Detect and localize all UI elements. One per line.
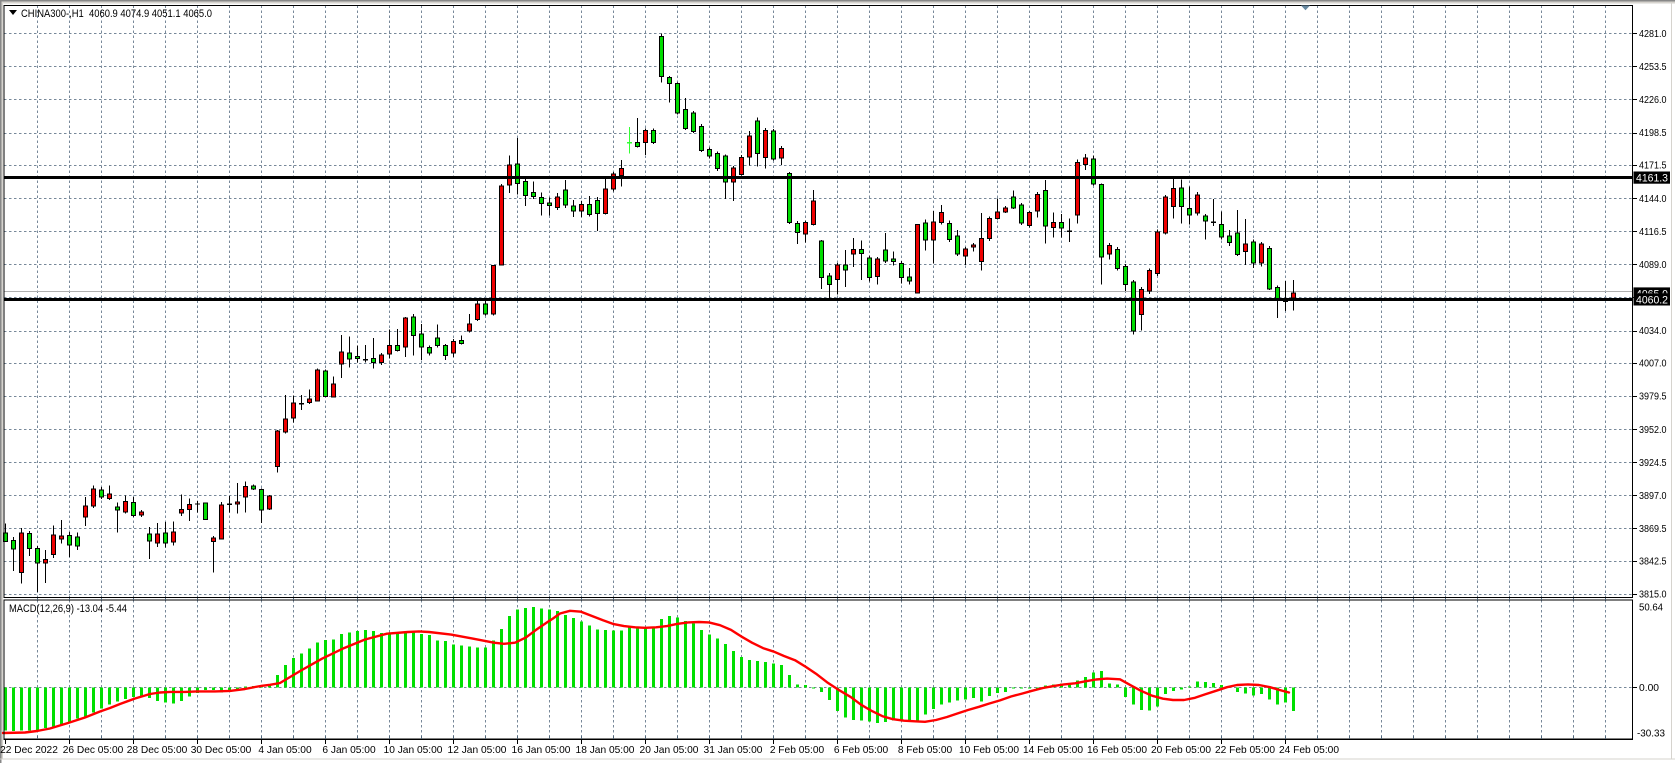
svg-text:20 Feb 05:00: 20 Feb 05:00 <box>1151 745 1211 756</box>
svg-text:22 Feb 05:00: 22 Feb 05:00 <box>1215 745 1275 756</box>
svg-text:20 Jan 05:00: 20 Jan 05:00 <box>640 745 699 756</box>
svg-text:2 Feb 05:00: 2 Feb 05:00 <box>770 745 825 756</box>
svg-text:30 Dec 05:00: 30 Dec 05:00 <box>191 745 252 756</box>
svg-text:4089.0: 4089.0 <box>1639 260 1667 271</box>
svg-text:-30.33: -30.33 <box>1637 729 1665 740</box>
svg-text:3815.0: 3815.0 <box>1639 590 1667 601</box>
svg-text:8 Feb 05:00: 8 Feb 05:00 <box>898 745 953 756</box>
svg-text:4226.0: 4226.0 <box>1639 95 1667 106</box>
svg-text:22 Dec 2022: 22 Dec 2022 <box>0 745 58 756</box>
svg-text:26 Dec 05:00: 26 Dec 05:00 <box>63 745 124 756</box>
svg-text:4034.0: 4034.0 <box>1639 326 1667 337</box>
svg-text:4253.5: 4253.5 <box>1639 62 1667 73</box>
svg-text:3869.5: 3869.5 <box>1639 524 1667 535</box>
svg-text:12 Jan 05:00: 12 Jan 05:00 <box>448 745 507 756</box>
svg-text:4116.5: 4116.5 <box>1639 227 1667 238</box>
svg-text:MACD(12,26,9) -13.04 -5.44: MACD(12,26,9) -13.04 -5.44 <box>9 603 127 615</box>
svg-text:50.64: 50.64 <box>1639 603 1663 614</box>
svg-text:0.00: 0.00 <box>1639 683 1659 694</box>
svg-text:6 Feb 05:00: 6 Feb 05:00 <box>834 745 889 756</box>
svg-text:16 Feb 05:00: 16 Feb 05:00 <box>1087 745 1147 756</box>
svg-text:3842.5: 3842.5 <box>1639 557 1667 568</box>
svg-text:4281.0: 4281.0 <box>1639 29 1667 40</box>
svg-text:CHINA300-,H1 4060.9 4074.9 40: CHINA300-,H1 4060.9 4074.9 4051.1 4065.0 <box>21 8 212 20</box>
svg-text:10 Feb 05:00: 10 Feb 05:00 <box>959 745 1019 756</box>
svg-text:6 Jan 05:00: 6 Jan 05:00 <box>322 745 376 756</box>
svg-text:3952.0: 3952.0 <box>1639 425 1667 436</box>
svg-text:4171.5: 4171.5 <box>1639 161 1667 172</box>
svg-text:3924.5: 3924.5 <box>1639 458 1667 469</box>
svg-text:18 Jan 05:00: 18 Jan 05:00 <box>576 745 635 756</box>
svg-text:4198.5: 4198.5 <box>1639 128 1667 139</box>
svg-text:10 Jan 05:00: 10 Jan 05:00 <box>384 745 443 756</box>
svg-text:4 Jan 05:00: 4 Jan 05:00 <box>258 745 312 756</box>
svg-text:4007.0: 4007.0 <box>1639 359 1667 370</box>
svg-text:31 Jan 05:00: 31 Jan 05:00 <box>704 745 763 756</box>
svg-text:4161.3: 4161.3 <box>1636 173 1668 185</box>
svg-text:14 Feb 05:00: 14 Feb 05:00 <box>1023 745 1083 756</box>
svg-text:3979.5: 3979.5 <box>1639 392 1667 403</box>
svg-text:4060.2: 4060.2 <box>1636 294 1668 306</box>
svg-text:24 Feb 05:00: 24 Feb 05:00 <box>1279 745 1339 756</box>
svg-text:16 Jan 05:00: 16 Jan 05:00 <box>512 745 571 756</box>
svg-text:3897.0: 3897.0 <box>1639 491 1667 502</box>
svg-text:4144.0: 4144.0 <box>1639 194 1667 205</box>
svg-text:28 Dec 05:00: 28 Dec 05:00 <box>127 745 188 756</box>
